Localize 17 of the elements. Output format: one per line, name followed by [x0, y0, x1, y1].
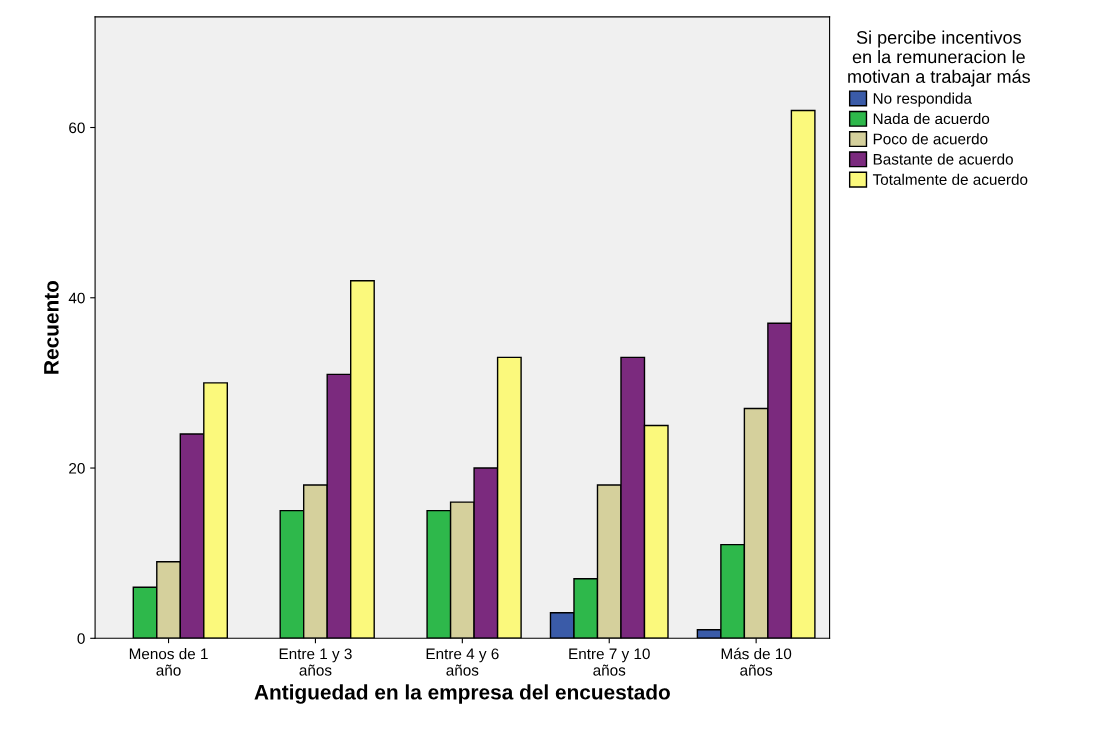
y-tick-label: 20: [69, 462, 85, 474]
y-tick-label: 60: [69, 122, 85, 134]
legend-title: Si percibe incentivos en la remuneracion le motivan a trabajar más: [848, 30, 1030, 87]
legend-label: Nada de acuerdo: [873, 112, 990, 125]
x-tick-label: Entre 4 y 6 años: [426, 648, 499, 676]
y-tick-label: 0: [77, 633, 85, 644]
x-tick-label: Entre 7 y 10 años: [569, 648, 650, 676]
legend-label: Totalmente de acuerdo: [872, 173, 1028, 185]
legend-label: Poco de acuerdo: [873, 133, 988, 145]
legend-label: Bastante de acuerdo: [873, 153, 1013, 165]
x-tick-label: Menos de 1 año: [129, 648, 208, 676]
x-tick-label: Más de 10 años: [721, 647, 792, 676]
legend-label: No respondida: [873, 92, 972, 107]
y-tick-label: 40: [68, 292, 85, 304]
x-tick-label: Entre 1 y 3 años: [279, 648, 352, 676]
x-axis-title: Antiguedad en la empresa del encuestado: [254, 684, 670, 704]
y-axis-title: Recuento: [44, 280, 59, 374]
